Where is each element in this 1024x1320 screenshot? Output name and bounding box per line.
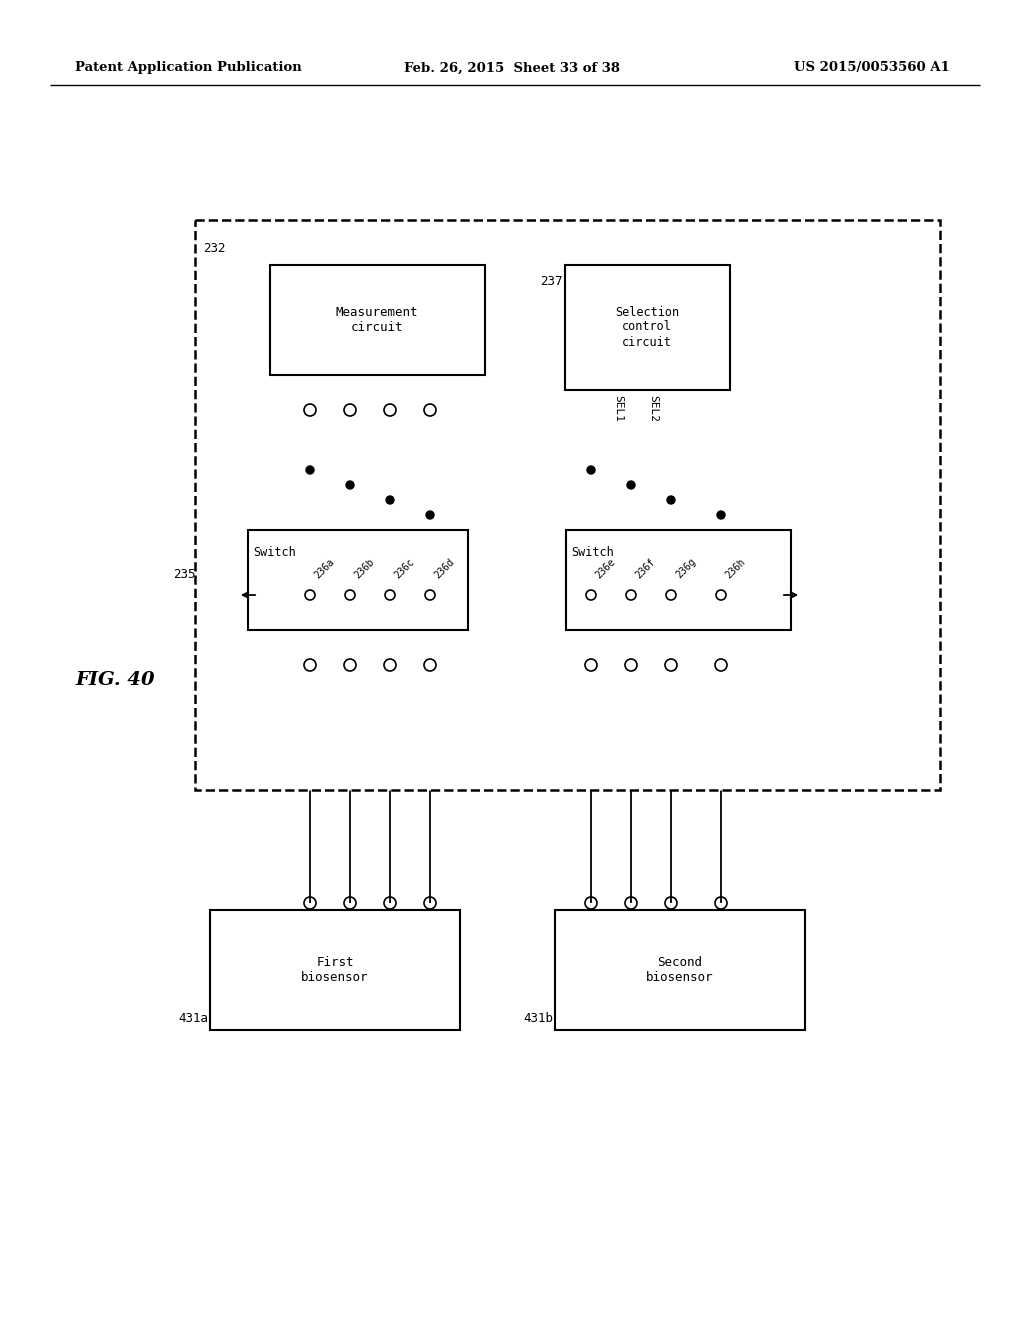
- Circle shape: [587, 466, 595, 474]
- Bar: [270, 265, 485, 375]
- Circle shape: [306, 466, 314, 474]
- Text: Measurement
circuit: Measurement circuit: [336, 306, 418, 334]
- Text: 237: 237: [541, 275, 563, 288]
- Text: 236f: 236f: [634, 556, 657, 579]
- Circle shape: [426, 511, 434, 519]
- Circle shape: [717, 511, 725, 519]
- Bar: [210, 909, 460, 1030]
- Text: US 2015/0053560 A1: US 2015/0053560 A1: [795, 62, 950, 74]
- Circle shape: [386, 496, 394, 504]
- Text: First
biosensor: First biosensor: [301, 956, 369, 983]
- Text: 235: 235: [173, 568, 196, 581]
- Bar: [566, 531, 791, 630]
- Text: Second
biosensor: Second biosensor: [646, 956, 714, 983]
- Text: 431b: 431b: [523, 1012, 553, 1026]
- Text: 431a: 431a: [178, 1012, 208, 1026]
- Text: 236d: 236d: [433, 556, 457, 579]
- Text: Feb. 26, 2015  Sheet 33 of 38: Feb. 26, 2015 Sheet 33 of 38: [404, 62, 620, 74]
- Text: 236g: 236g: [674, 556, 697, 579]
- Text: 236c: 236c: [393, 556, 417, 579]
- Text: 236a: 236a: [313, 556, 337, 579]
- Text: 232: 232: [203, 242, 225, 255]
- Bar: [565, 265, 730, 389]
- Text: Patent Application Publication: Patent Application Publication: [75, 62, 302, 74]
- Circle shape: [667, 496, 675, 504]
- Text: SEL1: SEL1: [613, 395, 623, 422]
- Text: 236e: 236e: [594, 556, 617, 579]
- Circle shape: [346, 480, 354, 488]
- Text: Switch: Switch: [571, 546, 613, 558]
- Circle shape: [627, 480, 635, 488]
- Text: 236b: 236b: [353, 556, 377, 579]
- Text: FIG. 40: FIG. 40: [75, 671, 155, 689]
- Text: 236h: 236h: [724, 556, 748, 579]
- Text: SEL2: SEL2: [648, 395, 658, 422]
- Text: Switch: Switch: [253, 546, 296, 558]
- Bar: [248, 531, 468, 630]
- Bar: [195, 220, 940, 789]
- Bar: [555, 909, 805, 1030]
- Text: Selection
control
circuit: Selection control circuit: [615, 305, 679, 348]
